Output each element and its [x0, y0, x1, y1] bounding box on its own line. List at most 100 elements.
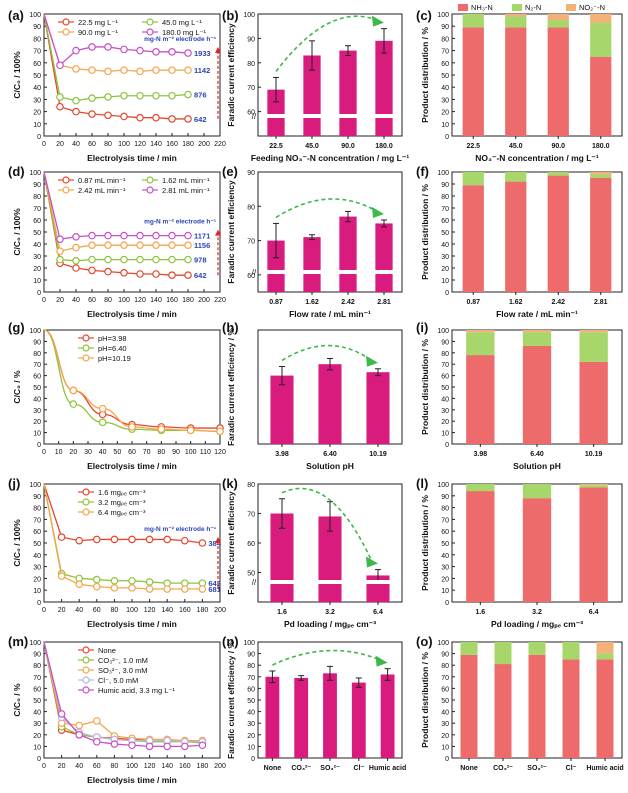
y-tick-label: 60: [247, 110, 255, 117]
legend-marker: [82, 508, 90, 516]
x-tick-label: 1.62: [509, 299, 523, 306]
data-point: [163, 585, 172, 593]
data-point: [88, 266, 96, 275]
panel-label: (b): [222, 8, 239, 23]
y-axis-label: Faradic current efficiency: [226, 23, 236, 127]
trend-arrow: [281, 487, 373, 562]
data-point: [93, 535, 101, 544]
x-tick-label: 120: [134, 297, 146, 304]
x-tick-label: 200: [214, 763, 226, 770]
data-point: [163, 742, 172, 751]
x-tick-label: 60: [93, 607, 101, 614]
x-tick-label: 80: [111, 607, 119, 614]
series-line: [43, 483, 203, 584]
data-point: [72, 243, 80, 252]
legend-label: 90.0 mg L⁻¹: [78, 28, 118, 37]
rate-label: 642: [208, 579, 221, 588]
series-line: [43, 171, 188, 262]
data-point: [88, 94, 96, 102]
data-point: [136, 67, 144, 76]
legend-marker: [62, 176, 70, 184]
data-point: [152, 270, 160, 278]
x-tick-label: 50: [113, 449, 121, 456]
series-line: [43, 13, 188, 72]
trend-arrowhead: [375, 655, 388, 667]
x-tick-label: 20: [58, 607, 66, 614]
x-tick-label: 22.5: [269, 143, 283, 150]
panel-label: (l): [416, 476, 428, 491]
y-tick-label: 40: [441, 553, 449, 560]
bar: [380, 674, 395, 758]
x-tick-label: 200: [198, 297, 210, 304]
y-tick-label: 50: [441, 230, 449, 237]
y-tick-label: 80: [441, 506, 449, 513]
trend-arrow: [275, 15, 379, 72]
data-point: [145, 535, 154, 544]
x-tick-label: 0: [42, 141, 46, 148]
y-tick-label: 60: [441, 61, 449, 68]
rate-label: 1156: [194, 241, 210, 250]
data-point: [136, 46, 144, 55]
panel-m: (m) C/C₀ / % Electrolysis time / min 0 10 20 3…: [8, 634, 226, 785]
data-point: [57, 710, 66, 718]
y-tick-label: 60: [441, 686, 449, 693]
rate-label: 1933: [194, 49, 211, 58]
stacked-segment: [522, 330, 552, 333]
data-point: [93, 575, 101, 584]
y-axis-label: Product distribution / %: [420, 495, 430, 591]
x-tick-label: 20: [56, 297, 64, 304]
y-tick-label: 40: [33, 396, 41, 403]
x-tick-label: 120: [134, 141, 146, 148]
x-tick-label: 2.42: [341, 299, 355, 306]
data-point: [72, 65, 80, 73]
data-point: [75, 536, 84, 545]
panel-e: (e)Faradic current efficiency Flow rate /…: [222, 164, 403, 319]
y-tick-label: 70: [247, 675, 255, 682]
x-tick-label: 0: [42, 763, 46, 770]
legend-marker: [82, 646, 90, 654]
stacked-segment: [547, 20, 569, 28]
data-point: [120, 241, 128, 250]
x-axis-label: NO₃⁻-N concentration / mg L⁻¹: [475, 153, 599, 163]
legend-marker: [82, 354, 90, 362]
y-tick-label: 60: [441, 529, 449, 536]
plot-frame: [257, 13, 403, 137]
trend-arrowhead: [372, 207, 384, 218]
x-tick-label: 180.0: [592, 143, 610, 150]
y-tick-label: 20: [441, 266, 449, 273]
y-tick-label: 0: [445, 600, 449, 607]
data-point: [181, 742, 189, 751]
data-point: [168, 255, 176, 264]
x-tick-label: CO₃²⁻: [291, 765, 311, 772]
y-tick-label: 50: [441, 385, 449, 392]
y-axis-label: Faradic current efficiency / %: [226, 328, 236, 447]
y-tick-label: 10: [441, 431, 449, 438]
x-tick-label: 10.19: [585, 451, 603, 458]
y-tick-label: 20: [33, 576, 41, 583]
data-point: [56, 93, 64, 101]
x-tick-label: 2.81: [594, 299, 608, 306]
data-point: [152, 113, 160, 122]
y-tick-label: 80: [33, 506, 41, 513]
panel-o: (o) Product distribution / % 0 10 20 30 40 50 60…: [416, 634, 624, 772]
x-axis-label: Electrolysis time / min: [87, 775, 177, 785]
panel-label: (g): [8, 320, 25, 335]
rate-label: 1142: [194, 66, 210, 75]
y-tick-label: 20: [441, 733, 449, 740]
y-tick-label: 100: [243, 12, 255, 19]
y-tick-label: 90: [441, 339, 449, 346]
y-tick-label: 50: [33, 230, 41, 237]
x-tick-label: 45.0: [509, 143, 523, 150]
legend-marker: [82, 488, 90, 496]
data-point: [184, 241, 192, 250]
y-tick-label: 10: [33, 122, 41, 129]
y-tick-label: 40: [441, 85, 449, 92]
x-tick-label: 6.4: [589, 609, 599, 616]
rate-label: 642: [194, 115, 207, 124]
x-tick-label: 2.42: [551, 299, 565, 306]
y-tick-label: 90: [33, 24, 41, 31]
x-tick-label: 6.40: [323, 451, 337, 458]
y-tick-label: 50: [247, 698, 255, 705]
y-tick-label: 100: [437, 12, 449, 19]
y-tick-label: 100: [29, 328, 41, 335]
